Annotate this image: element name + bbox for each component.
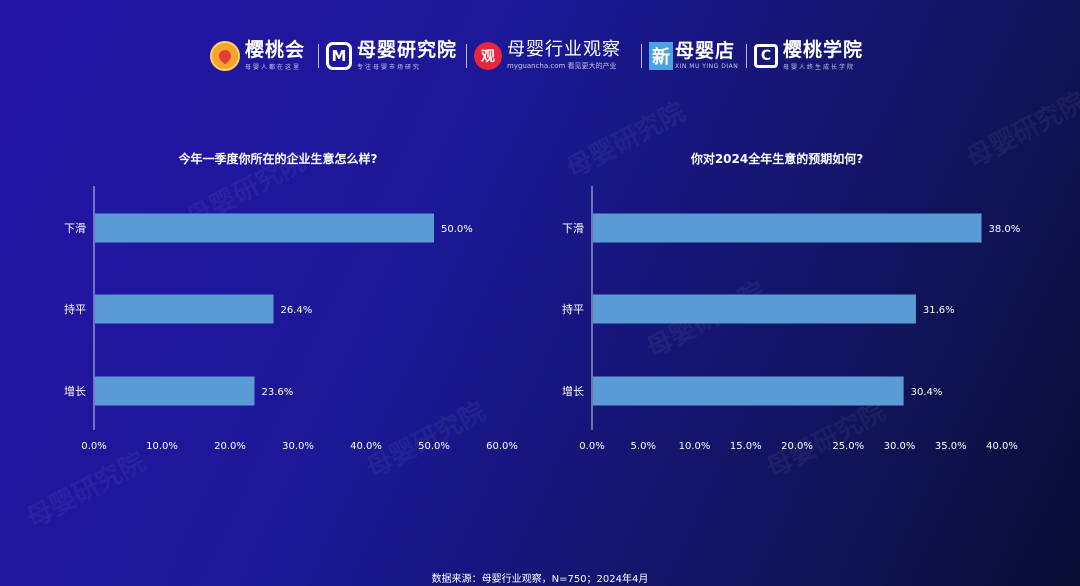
logo-name: 母婴研究院 <box>357 39 458 61</box>
logo-name: 母婴店 <box>675 40 736 62</box>
logo-name: 樱桃会 <box>245 39 306 61</box>
x-tick-label: 30.0% <box>282 441 314 452</box>
guan-badge-icon: 观 <box>474 42 502 70</box>
logo-yingtao-xueyuan: C 樱桃学院 母婴人终生成长学院 <box>754 38 863 74</box>
x-tick-label: 10.0% <box>679 441 711 452</box>
x-tick-label: 40.0% <box>350 441 382 452</box>
bar <box>593 294 916 324</box>
logo-muying-yanjiuyuan: M 母婴研究院 专注母婴市场研究 <box>326 38 457 74</box>
logo-name: 樱桃学院 <box>783 39 864 61</box>
category-label: 下滑 <box>562 222 584 235</box>
logo-subtitle: XIN MU YING DIAN <box>675 63 739 70</box>
logo-name: 母婴行业观察 <box>507 39 621 60</box>
bar <box>593 213 982 243</box>
logo-yingtaohui: 樱桃会 母婴人都在这里 <box>210 38 305 74</box>
divider <box>641 44 642 68</box>
divider <box>746 44 747 68</box>
peach-icon <box>210 41 240 71</box>
data-label: 23.6% <box>261 387 293 398</box>
x-tick-label: 40.0% <box>986 441 1018 452</box>
bar <box>593 376 904 406</box>
x-tick-label: 60.0% <box>486 441 518 452</box>
chart-title: 你对2024全年生意的预期如何? <box>690 151 863 166</box>
logo-subtitle: 母婴人都在这里 <box>245 64 302 71</box>
x-tick-label: 5.0% <box>631 441 656 452</box>
category-label: 持平 <box>562 302 584 316</box>
data-label: 38.0% <box>989 224 1021 235</box>
xin-badge-icon: 新 <box>649 42 673 70</box>
chart-title: 今年一季度你所在的企业生意怎么样? <box>178 151 378 166</box>
x-tick-label: 20.0% <box>781 441 813 452</box>
x-tick-label: 50.0% <box>418 441 450 452</box>
divider <box>318 44 319 68</box>
bar <box>95 294 274 324</box>
bar <box>95 376 255 406</box>
logo-muying-guancha: 观 母婴行业观察 myguancha.com 看见更大的产业 <box>474 38 621 74</box>
x-tick-label: 20.0% <box>214 441 246 452</box>
data-label: 26.4% <box>281 305 313 316</box>
category-label: 增长 <box>64 384 86 398</box>
c-badge-icon: C <box>754 44 778 68</box>
category-label: 下滑 <box>64 222 86 235</box>
category-label: 持平 <box>64 302 86 316</box>
x-tick-label: 25.0% <box>832 441 864 452</box>
logo-subtitle: myguancha.com 看见更大的产业 <box>507 62 617 70</box>
data-label: 50.0% <box>441 224 473 235</box>
data-label: 30.4% <box>911 387 943 398</box>
x-tick-label: 10.0% <box>146 441 178 452</box>
x-tick-label: 0.0% <box>81 441 106 452</box>
x-tick-label: 0.0% <box>579 441 604 452</box>
category-label: 增长 <box>562 384 584 398</box>
x-tick-label: 35.0% <box>935 441 967 452</box>
m-badge-icon: M <box>326 42 352 70</box>
divider <box>466 44 467 68</box>
logo-xin-muyingdian: 新 母婴店 XIN MU YING DIAN <box>649 38 738 74</box>
bar <box>95 213 434 243</box>
x-tick-label: 15.0% <box>730 441 762 452</box>
logo-subtitle: 专注母婴市场研究 <box>357 64 422 71</box>
logo-bar: 樱桃会 母婴人都在这里 M 母婴研究院 专注母婴市场研究 观 母婴行业观察 my… <box>0 38 1080 74</box>
data-label: 31.6% <box>923 305 955 316</box>
logo-subtitle: 母婴人终生成长学院 <box>783 64 856 71</box>
data-source-note: 数据来源：母婴行业观察，N=750；2024年4月 <box>431 574 649 585</box>
x-tick-label: 30.0% <box>884 441 916 452</box>
